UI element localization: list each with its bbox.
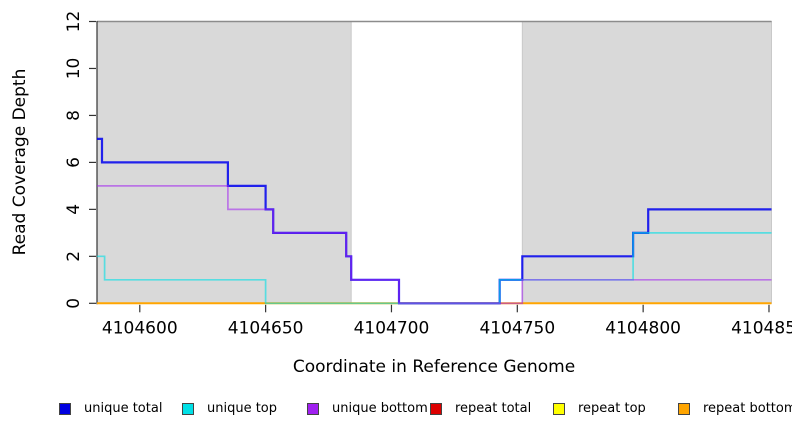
legend-swatch-icon (182, 402, 194, 415)
legend-swatch-icon (59, 402, 71, 415)
legend: unique total unique top unique bottom repea… (0, 400, 792, 420)
legend-label: unique bottom (332, 401, 428, 416)
legend-item-unique-top: unique top (182, 400, 277, 417)
y-tick-label: 6 (64, 157, 84, 168)
y-tick-label: 8 (64, 110, 84, 121)
series-unique-top (97, 232, 772, 305)
legend-label: repeat bottom (703, 401, 792, 416)
x-axis-title: Coordinate in Reference Genome (292, 357, 576, 377)
legend-swatch-icon (307, 402, 319, 415)
x-tick-label: 4104800 (605, 318, 681, 338)
legend-label: repeat top (578, 401, 646, 416)
legend-item-unique-total: unique total (59, 400, 162, 417)
legend-item-unique-bottom: unique bottom (307, 400, 428, 417)
y-tick-label: 2 (64, 251, 84, 262)
legend-swatch-icon (678, 402, 690, 415)
y-axis-title: Read Coverage Depth (10, 68, 30, 256)
legend-swatch-icon (553, 402, 565, 415)
x-tick-label: 4104700 (354, 318, 430, 338)
shaded-region-right (521, 21, 773, 304)
legend-label: unique total (84, 401, 163, 416)
legend-item-repeat-total: repeat total (430, 400, 531, 417)
y-tick-label: 4 (64, 204, 84, 215)
y-tick-label: 12 (64, 11, 84, 33)
series-unique-bottom (97, 185, 772, 305)
x-tick-label: 4104750 (479, 318, 555, 338)
y-tick-label: 0 (64, 298, 84, 309)
x-tick-label: 4104600 (102, 318, 178, 338)
legend-item-repeat-bottom: repeat bottom (678, 400, 792, 417)
x-tick-label: 4104650 (228, 318, 304, 338)
legend-swatch-icon (430, 402, 442, 415)
legend-label: repeat total (455, 401, 532, 416)
legend-label: unique top (207, 401, 278, 416)
y-tick-label: 10 (64, 58, 84, 80)
legend-item-repeat-top: repeat top (553, 400, 646, 417)
